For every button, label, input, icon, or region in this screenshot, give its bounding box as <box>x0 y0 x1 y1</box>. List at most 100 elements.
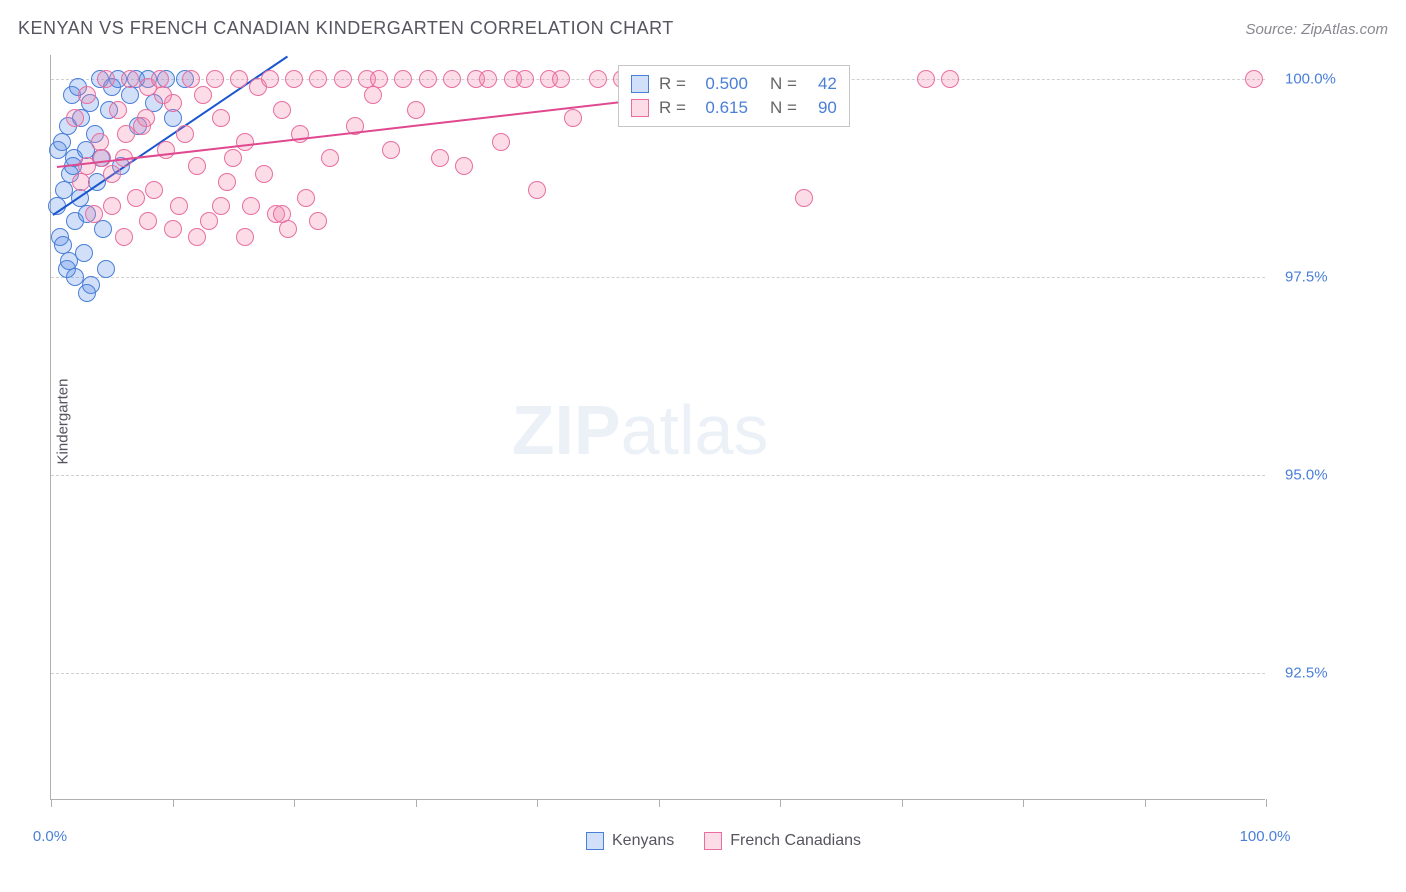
data-point-french-canadians <box>492 133 510 151</box>
data-point-french-canadians <box>176 125 194 143</box>
data-point-french-canadians <box>242 197 260 215</box>
legend-item-kenyans: Kenyans <box>586 832 674 850</box>
data-point-french-canadians <box>309 70 327 88</box>
legend-item-french-canadians: French Canadians <box>704 832 861 850</box>
x-tick <box>173 799 174 807</box>
data-point-kenyans <box>94 220 112 238</box>
gridline <box>51 277 1265 278</box>
data-point-french-canadians <box>564 109 582 127</box>
x-tick <box>416 799 417 807</box>
swatch-icon <box>631 75 649 93</box>
data-point-french-canadians <box>589 70 607 88</box>
data-point-french-canadians <box>236 133 254 151</box>
data-point-french-canadians <box>170 197 188 215</box>
x-tick <box>902 799 903 807</box>
data-point-french-canadians <box>121 70 139 88</box>
data-point-french-canadians <box>194 86 212 104</box>
data-point-french-canadians <box>78 86 96 104</box>
r-value: 0.615 <box>696 98 748 118</box>
data-point-french-canadians <box>370 70 388 88</box>
data-point-kenyans <box>78 284 96 302</box>
x-tick <box>1145 799 1146 807</box>
y-tick-label: 92.5% <box>1285 665 1328 682</box>
data-point-french-canadians <box>431 149 449 167</box>
data-point-french-canadians <box>109 101 127 119</box>
data-point-french-canadians <box>206 70 224 88</box>
x-tick <box>537 799 538 807</box>
data-point-french-canadians <box>93 149 111 167</box>
data-point-french-canadians <box>200 212 218 230</box>
data-point-french-canadians <box>285 70 303 88</box>
r-value: 0.500 <box>696 74 748 94</box>
data-point-french-canadians <box>212 109 230 127</box>
data-point-french-canadians <box>127 189 145 207</box>
y-tick-label: 95.0% <box>1285 467 1328 484</box>
swatch-icon <box>586 832 604 850</box>
swatch-icon <box>704 832 722 850</box>
x-tick <box>1266 799 1267 807</box>
x-tick <box>1023 799 1024 807</box>
legend-label: French Canadians <box>730 832 861 850</box>
plot-area <box>50 55 1265 800</box>
data-point-french-canadians <box>115 228 133 246</box>
data-point-french-canadians <box>455 157 473 175</box>
data-point-french-canadians <box>72 173 90 191</box>
series-legend: Kenyans French Canadians <box>586 832 861 850</box>
data-point-french-canadians <box>182 70 200 88</box>
x-tick-label-min: 0.0% <box>33 828 67 845</box>
data-point-french-canadians <box>97 70 115 88</box>
n-value: 42 <box>807 74 837 94</box>
data-point-french-canadians <box>795 189 813 207</box>
data-point-french-canadians <box>236 228 254 246</box>
source-label: Source: ZipAtlas.com <box>1245 21 1388 38</box>
data-point-french-canadians <box>85 205 103 223</box>
y-tick-label: 97.5% <box>1285 268 1328 285</box>
data-point-french-canadians <box>552 70 570 88</box>
data-point-french-canadians <box>334 70 352 88</box>
correlation-stats-box: R =0.500N =42R =0.615N =90 <box>618 65 850 127</box>
data-point-kenyans <box>121 86 139 104</box>
gridline <box>51 475 1265 476</box>
data-point-french-canadians <box>218 173 236 191</box>
chart-title: KENYAN VS FRENCH CANADIAN KINDERGARTEN C… <box>18 18 674 39</box>
data-point-french-canadians <box>407 101 425 119</box>
x-tick <box>780 799 781 807</box>
data-point-french-canadians <box>321 149 339 167</box>
data-point-french-canadians <box>364 86 382 104</box>
data-point-french-canadians <box>297 189 315 207</box>
data-point-kenyans <box>60 252 78 270</box>
data-point-french-canadians <box>528 181 546 199</box>
swatch-icon <box>631 99 649 117</box>
data-point-french-canadians <box>382 141 400 159</box>
data-point-french-canadians <box>419 70 437 88</box>
data-point-french-canadians <box>516 70 534 88</box>
data-point-french-canadians <box>117 125 135 143</box>
data-point-kenyans <box>53 133 71 151</box>
x-tick-label-max: 100.0% <box>1240 828 1291 845</box>
data-point-french-canadians <box>479 70 497 88</box>
n-value: 90 <box>807 98 837 118</box>
stats-row-kenyans: R =0.500N =42 <box>631 72 837 96</box>
data-point-french-canadians <box>139 212 157 230</box>
data-point-french-canadians <box>394 70 412 88</box>
data-point-french-canadians <box>188 157 206 175</box>
data-point-french-canadians <box>1245 70 1263 88</box>
data-point-kenyans <box>164 109 182 127</box>
y-tick-label: 100.0% <box>1285 70 1336 87</box>
data-point-french-canadians <box>103 197 121 215</box>
title-bar: KENYAN VS FRENCH CANADIAN KINDERGARTEN C… <box>18 18 1388 39</box>
data-point-french-canadians <box>145 181 163 199</box>
x-tick <box>51 799 52 807</box>
data-point-french-canadians <box>273 205 291 223</box>
data-point-french-canadians <box>261 70 279 88</box>
data-point-french-canadians <box>103 165 121 183</box>
data-point-french-canadians <box>443 70 461 88</box>
data-point-french-canadians <box>66 109 84 127</box>
data-point-french-canadians <box>212 197 230 215</box>
data-point-french-canadians <box>279 220 297 238</box>
data-point-french-canadians <box>137 109 155 127</box>
x-tick <box>659 799 660 807</box>
data-point-french-canadians <box>154 86 172 104</box>
data-point-french-canadians <box>164 220 182 238</box>
data-point-kenyans <box>97 260 115 278</box>
